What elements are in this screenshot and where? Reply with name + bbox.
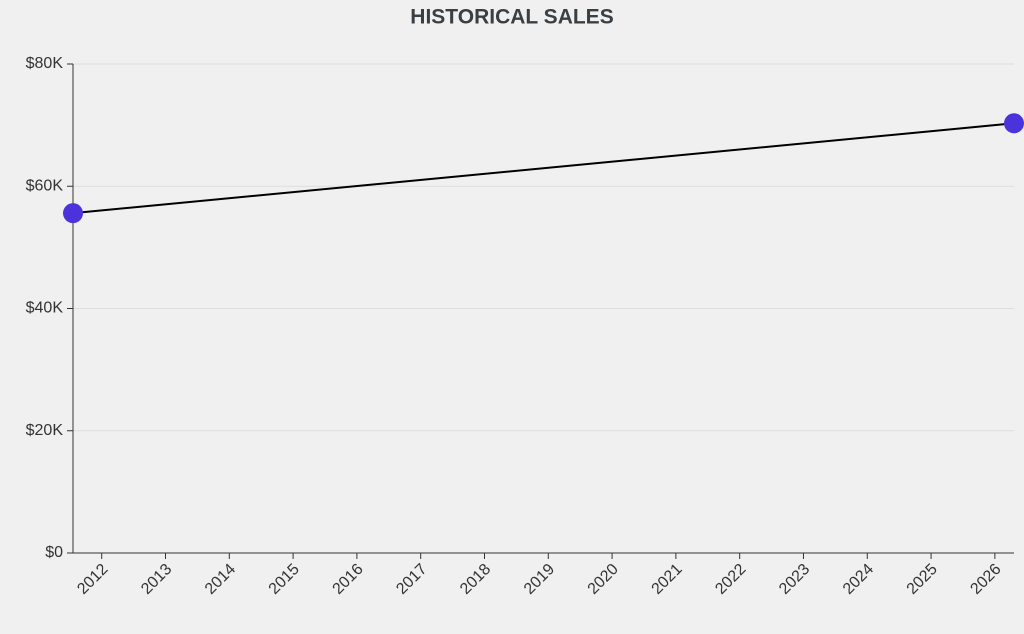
line	[72, 122, 1015, 215]
chart-title: HISTORICAL SALES	[410, 6, 613, 29]
x-tick-label: 2013	[138, 561, 175, 598]
point	[63, 203, 83, 224]
x-tick-label: 2024	[840, 561, 877, 598]
x-tick-label: 2014	[202, 561, 239, 598]
y-tick-label: $40K	[26, 300, 64, 317]
x-tick-label: 2026	[967, 561, 1004, 598]
x-tick-label: 2022	[712, 561, 749, 598]
x-tick-label: 2019	[521, 561, 558, 598]
x-tick-label: 2012	[74, 561, 111, 598]
x-tick-label: 2017	[393, 561, 430, 598]
x-tick-label: 2016	[330, 561, 367, 598]
x-tick-label: 2025	[904, 561, 941, 598]
point	[1004, 113, 1024, 134]
x-tick-label: 2020	[585, 561, 622, 598]
x-tick-label: 2015	[266, 561, 303, 598]
x-tick-label: 2018	[457, 561, 494, 598]
y-tick-label: $80K	[26, 55, 64, 72]
y-tick-label: $20K	[26, 422, 64, 439]
x-tick-label: 2021	[649, 561, 686, 598]
y-tick-label: $0	[45, 544, 63, 561]
x-tick-label: 2023	[776, 561, 813, 598]
y-tick-label: $60K	[26, 177, 64, 194]
